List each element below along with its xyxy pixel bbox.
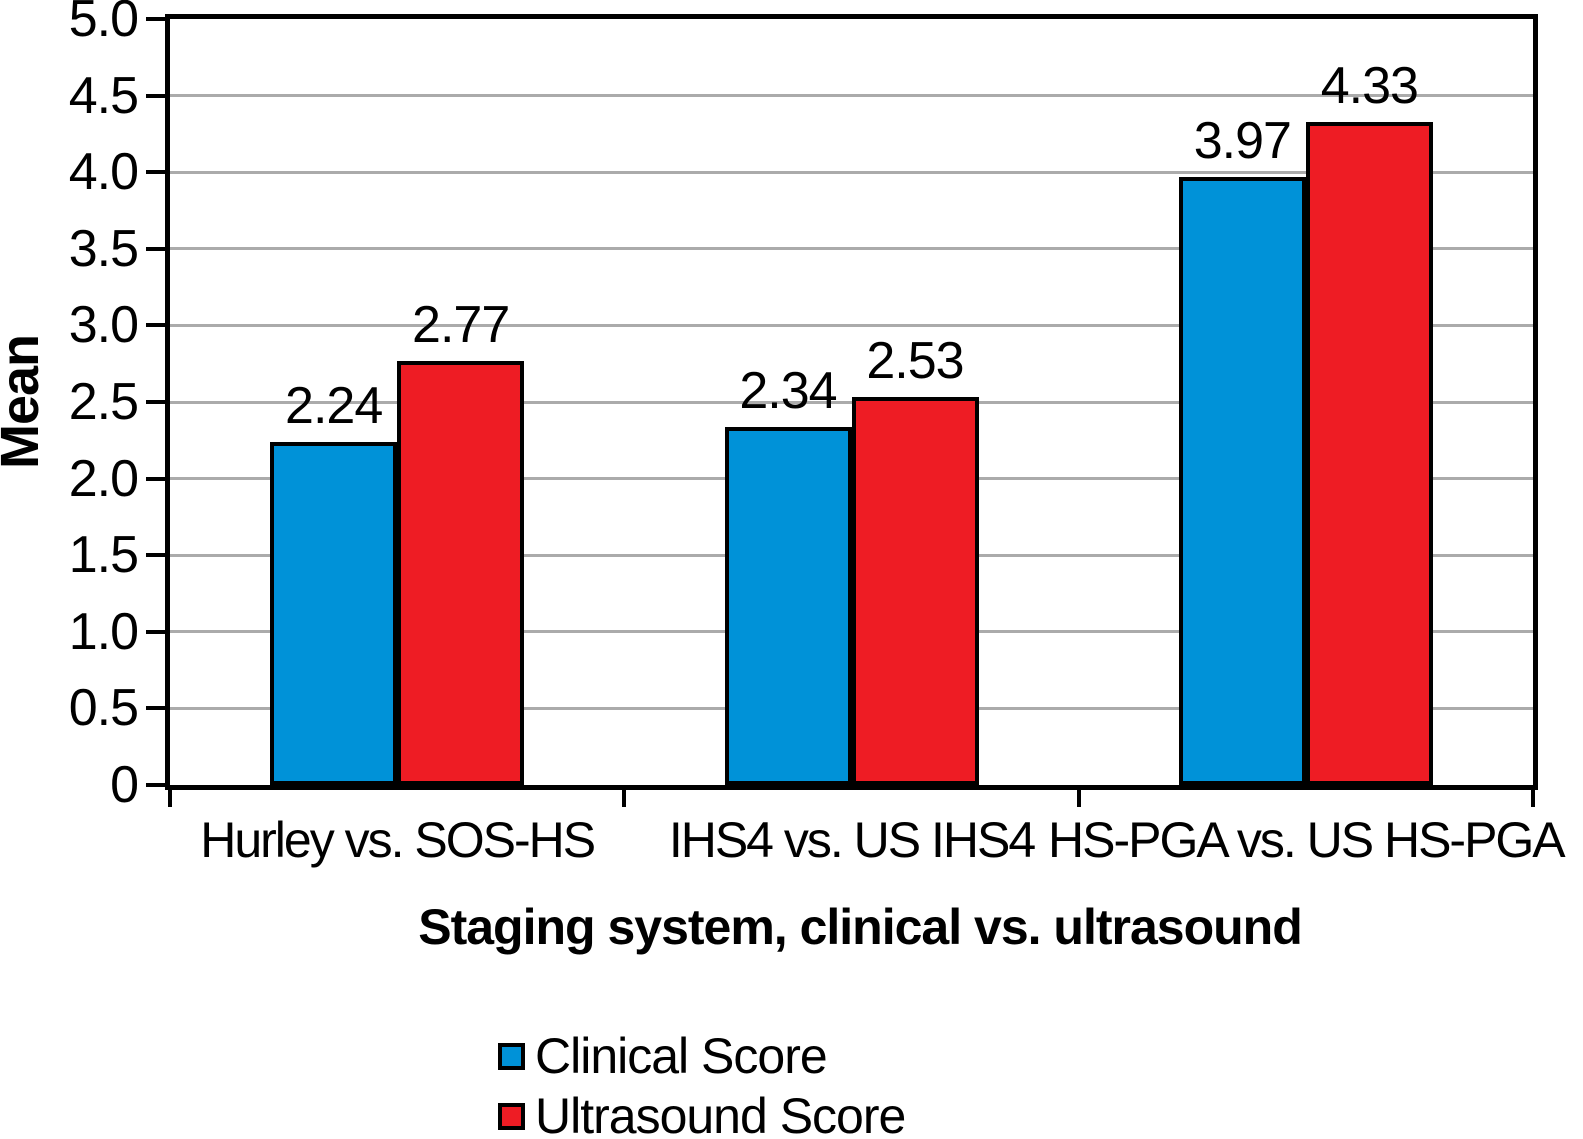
bar-clinical-score — [1178, 176, 1306, 785]
y-tick-label: 0 — [110, 756, 139, 814]
legend-item-clinical-score: Clinical Score — [498, 1028, 828, 1084]
y-tick-mark — [146, 783, 170, 787]
bar-value-label: 2.53 — [866, 332, 964, 391]
y-tick-label: 4.0 — [68, 143, 139, 202]
y-tick-label: 2.5 — [68, 373, 139, 431]
y-tick-mark — [146, 629, 170, 634]
x-tick-mark — [1076, 785, 1081, 807]
y-tick-mark — [146, 400, 170, 404]
y-tick-mark — [146, 706, 170, 711]
gridline — [170, 323, 1533, 327]
y-tick-mark — [146, 476, 170, 481]
bar-clinical-score — [724, 426, 852, 785]
category-label: IHS4 vs. US IHS4 — [668, 812, 1036, 868]
bar-ultrasound-score — [1305, 121, 1433, 785]
y-tick-label: 5.0 — [68, 0, 139, 48]
y-tick-mark — [146, 93, 170, 98]
gridline — [170, 247, 1533, 251]
y-tick-mark — [146, 246, 170, 251]
legend-label: Clinical Score — [535, 1028, 828, 1084]
bar-clinical-score — [270, 441, 398, 785]
x-tick-mark — [622, 785, 627, 807]
x-axis-title: Staging system, clinical vs. ultrasound — [418, 899, 1302, 955]
y-tick-mark — [146, 553, 170, 558]
bar-value-label: 2.77 — [412, 295, 510, 354]
y-tick-mark — [146, 323, 170, 328]
y-tick-label: 0.5 — [68, 679, 139, 738]
gridline — [170, 170, 1533, 174]
y-tick-label: 3.0 — [68, 296, 139, 355]
x-tick-mark — [1531, 785, 1535, 807]
gridline — [170, 94, 1533, 98]
bar-ultrasound-score — [851, 397, 979, 785]
bar-value-label: 2.34 — [739, 361, 837, 420]
category-label: HS-PGA vs. US HS-PGA — [1047, 812, 1566, 868]
y-tick-label: 1.5 — [68, 526, 139, 585]
y-tick-label: 4.5 — [68, 66, 139, 125]
category-label: Hurley vs. SOS-HS — [200, 812, 596, 868]
y-tick-mark — [146, 17, 170, 21]
legend-label: Ultrasound Score — [535, 1088, 906, 1139]
bar-value-label: 3.97 — [1193, 111, 1292, 170]
y-tick-label: 1.0 — [68, 602, 139, 661]
y-tick-label: 3.5 — [68, 219, 139, 278]
x-tick-mark — [168, 785, 172, 807]
legend-item-ultrasound-score: Ultrasound Score — [498, 1088, 906, 1139]
legend-swatch-clinical-score — [498, 1042, 525, 1070]
y-tick-label: 2.0 — [68, 449, 139, 508]
legend-swatch-ultrasound-score — [498, 1102, 525, 1130]
bar-value-label: 4.33 — [1320, 56, 1419, 115]
bar-ultrasound-score — [397, 360, 525, 785]
bar-value-label: 2.24 — [285, 376, 383, 435]
y-tick-mark — [146, 170, 170, 175]
